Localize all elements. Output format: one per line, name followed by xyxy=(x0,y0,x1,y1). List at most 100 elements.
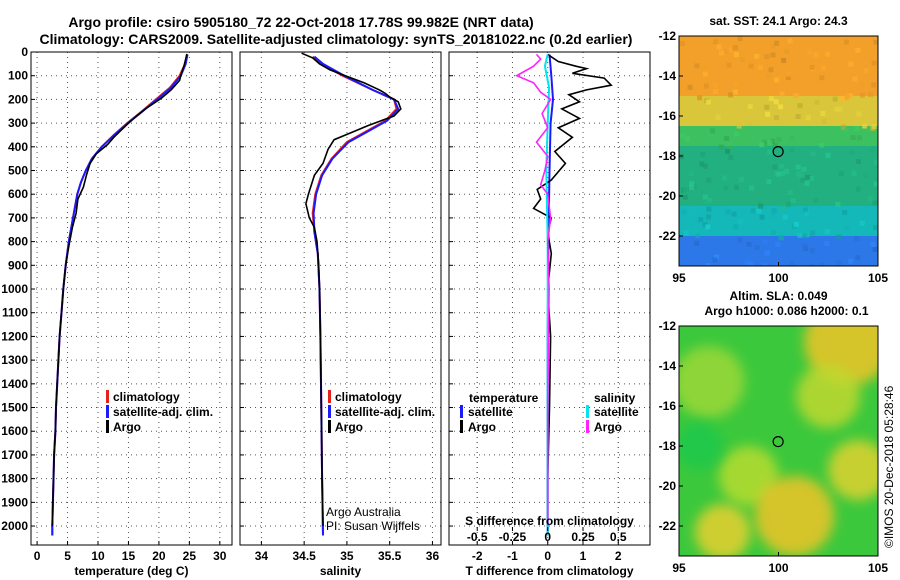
legend-swatch-argo-s xyxy=(586,420,589,433)
sst-pixel xyxy=(747,104,753,110)
salinity-panel: 34 34.5 35 35.5 36 salinity xyxy=(239,51,442,578)
sst-pixel xyxy=(694,240,700,246)
sst-pixel xyxy=(782,214,788,220)
sst-pixel xyxy=(784,169,790,175)
map-subtitle: Argo h1000: 0.086 h2000: 0.1 xyxy=(704,304,868,318)
sst-pixel xyxy=(712,39,718,45)
sst-pixel xyxy=(739,57,745,63)
sst-pixel xyxy=(852,76,858,82)
x-tick-label: 10 xyxy=(91,549,105,563)
sst-map-panel: 95 100 105 -12 -14 -16 -18 -20 -22 sat. SST: 24.1… xyxy=(659,14,889,285)
x-axis-label: temperature (deg C) xyxy=(74,564,188,578)
sst-pixel xyxy=(687,84,693,90)
difference-legend: temperature satellite Argo salinity sate… xyxy=(460,391,639,434)
sst-pixel xyxy=(813,197,819,203)
series-line-climatology xyxy=(311,55,398,536)
map-y-tick-label: -18 xyxy=(659,439,677,453)
sst-pixel xyxy=(748,63,754,69)
sst-pixel xyxy=(842,210,848,216)
sst-pixel xyxy=(772,164,778,170)
series-line-argo-salinity xyxy=(514,53,552,526)
sst-pixel xyxy=(876,167,878,173)
difference-panel: -2 -1 0 1 2T difference from climatology S di… xyxy=(448,51,651,578)
sst-pixel xyxy=(855,186,861,192)
series-line-argo xyxy=(301,52,402,527)
sst-pixel xyxy=(789,135,795,141)
map-y-tick-label: -14 xyxy=(659,69,677,83)
sst-pixel xyxy=(726,62,732,68)
legend-label: Argo xyxy=(468,420,496,434)
sst-pixel xyxy=(701,190,707,196)
series-line-argo-temperature xyxy=(532,53,613,526)
x2-tick-label: 0.5 xyxy=(610,530,627,544)
sst-pixel xyxy=(800,177,806,183)
x2-axis-label: S difference from climatology xyxy=(465,514,634,528)
sst-pixel xyxy=(831,113,837,119)
sst-pixel xyxy=(848,258,854,264)
sst-pixel xyxy=(781,57,787,63)
sst-pixel xyxy=(778,235,784,241)
sst-pixel xyxy=(785,201,791,207)
sla-blob xyxy=(679,422,723,470)
sst-pixel xyxy=(706,177,712,183)
sst-pixel xyxy=(708,132,714,138)
sst-pixel xyxy=(761,141,767,147)
sst-pixel xyxy=(793,221,799,227)
sst-pixel xyxy=(854,236,860,242)
map-y-tick-label: -16 xyxy=(659,109,677,123)
map-y-tick-label: -20 xyxy=(659,479,677,493)
sst-pixel xyxy=(716,196,722,202)
sst-pixel xyxy=(869,147,875,153)
legend-title-temperature: temperature xyxy=(469,391,539,405)
y-tick-label: 700 xyxy=(8,211,28,225)
sst-pixel xyxy=(804,211,810,217)
map-y-tick-label: -12 xyxy=(659,319,677,333)
sst-pixel xyxy=(797,233,803,239)
sst-pixel xyxy=(854,126,860,132)
x2-tick-label: -0.25 xyxy=(499,530,527,544)
sst-pixel xyxy=(779,91,785,97)
legend-label: satellite-adj. clim. xyxy=(113,405,213,419)
map-x-tick-label: 95 xyxy=(672,561,686,575)
sst-pixel xyxy=(873,39,878,45)
sst-pixel xyxy=(795,113,801,119)
legend-swatch-argo xyxy=(106,420,109,433)
legend-label: satellite xyxy=(594,405,639,419)
sst-pixel xyxy=(706,214,712,220)
sst-pixel xyxy=(855,47,861,53)
sst-pixel xyxy=(809,264,815,266)
series-line-satellite-adj-clim- xyxy=(312,55,400,536)
y-tick-label: 400 xyxy=(8,140,28,154)
axes-frame xyxy=(448,51,651,546)
sst-pixel xyxy=(738,177,744,183)
sst-pixel xyxy=(718,144,724,150)
sst-pixel xyxy=(776,171,782,177)
sst-pixel xyxy=(750,208,756,214)
legend-title-salinity: salinity xyxy=(594,391,636,405)
y-tick-label: 0 xyxy=(21,45,28,59)
sst-pixel xyxy=(757,64,763,70)
sst-pixel xyxy=(725,148,731,154)
legend-swatch-argo-t xyxy=(460,420,463,433)
sst-pixel xyxy=(708,227,714,233)
sst-pixel xyxy=(847,93,853,99)
sst-pixel xyxy=(844,224,850,230)
x-tick-label: 34.5 xyxy=(292,549,316,563)
sst-pixel xyxy=(874,159,878,165)
sst-pixel xyxy=(723,185,729,191)
sst-pixel xyxy=(837,106,843,112)
series-line-argo xyxy=(51,53,188,527)
sst-pixel xyxy=(741,78,747,84)
sst-pixel xyxy=(851,170,857,176)
sst-pixel xyxy=(769,138,775,144)
sst-pixel xyxy=(764,54,770,60)
map-x-tick-label: 100 xyxy=(768,271,788,285)
sst-pixel xyxy=(805,115,811,121)
x-tick-label: -1 xyxy=(507,549,518,563)
sst-pixel xyxy=(841,124,847,130)
sst-pixel xyxy=(872,246,878,252)
sst-pixel xyxy=(871,60,877,66)
sla-blob xyxy=(679,346,745,418)
sst-pixel xyxy=(724,48,730,54)
x-axis-label: T difference from climatology xyxy=(465,564,633,578)
